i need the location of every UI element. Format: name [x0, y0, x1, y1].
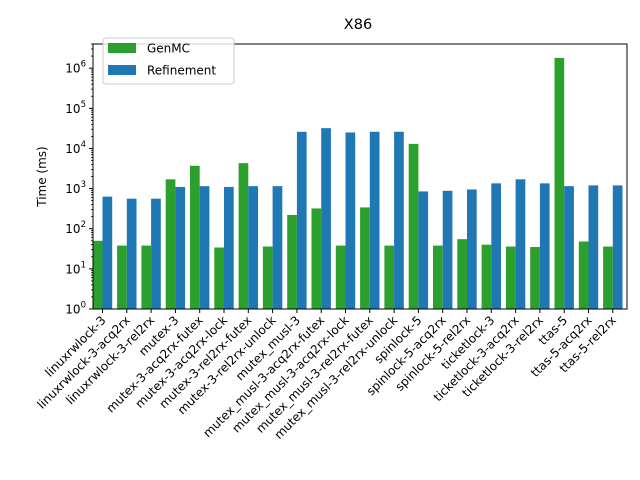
bar-refinement-2: [151, 198, 161, 309]
bar-genmc-13: [408, 143, 419, 309]
bar-refinement-1: [126, 198, 137, 309]
y-axis-label: Time (ms): [35, 146, 49, 208]
y-tick-label: 103: [65, 180, 86, 196]
y-axis: 100 101 102 103 104 105 106: [65, 43, 93, 317]
bar-refinement-6: [248, 186, 258, 309]
bar-refinement-18: [539, 183, 550, 309]
bar-genmc-9: [311, 208, 322, 309]
bar-genmc-1: [117, 245, 127, 309]
bar-genmc-3: [165, 179, 176, 309]
bar-refinement-21: [612, 185, 623, 309]
bar-genmc-5: [214, 247, 224, 309]
bar-refinement-5: [224, 186, 234, 309]
bar-genmc-6: [238, 163, 249, 309]
bar-refinement-20: [588, 185, 599, 309]
legend-label-refinement: Refinement: [147, 64, 216, 78]
bar-refinement-10: [345, 132, 356, 309]
bar-genmc-20: [578, 241, 589, 309]
bar-genmc-17: [505, 246, 516, 309]
bar-refinement-17: [515, 179, 526, 309]
legend-swatch-genmc: [108, 43, 136, 53]
bar-genmc-0: [92, 240, 103, 309]
y-tick-label: 106: [65, 60, 86, 76]
bar-genmc-8: [287, 214, 297, 309]
bar-refinement-0: [102, 196, 113, 309]
bar-refinement-4: [199, 186, 210, 309]
bar-genmc-18: [530, 247, 540, 309]
y-tick-label: 104: [65, 140, 86, 156]
bar-genmc-2: [141, 245, 152, 309]
y-tick-label: 101: [65, 260, 86, 276]
y-tick-label: 102: [65, 220, 86, 236]
legend-label-genmc: GenMC: [147, 42, 190, 56]
bar-genmc-10: [335, 245, 346, 309]
bar-refinement-12: [394, 131, 404, 309]
bar-genmc-12: [384, 245, 395, 309]
bar-refinement-15: [467, 189, 477, 309]
bar-genmc-15: [457, 239, 467, 309]
bar-genmc-7: [262, 246, 273, 309]
bar-refinement-14: [442, 190, 453, 309]
chart-title: X86: [344, 17, 372, 33]
plot-frame: [92, 43, 628, 310]
bar-refinement-9: [321, 128, 331, 309]
bar-genmc-4: [190, 165, 200, 309]
bar-refinement-19: [564, 186, 574, 309]
bar-genmc-11: [360, 207, 370, 309]
bar-genmc-19: [554, 57, 565, 309]
bar-refinement-16: [491, 183, 501, 309]
bar-refinement-11: [369, 131, 380, 309]
bar-genmc-16: [481, 244, 492, 309]
bar-refinement-7: [272, 186, 283, 309]
bar-refinement-3: [175, 186, 186, 309]
bar-genmc-14: [433, 245, 443, 309]
bar-refinement-13: [418, 191, 429, 309]
legend: GenMC Refinement: [102, 37, 235, 85]
y-tick-label: 105: [65, 100, 86, 116]
y-tick-label: 100: [65, 301, 86, 317]
legend-swatch-refinement: [108, 65, 136, 75]
bar-genmc-21: [603, 246, 613, 309]
bar-refinement-8: [296, 131, 307, 309]
bars-layer: [92, 57, 623, 309]
